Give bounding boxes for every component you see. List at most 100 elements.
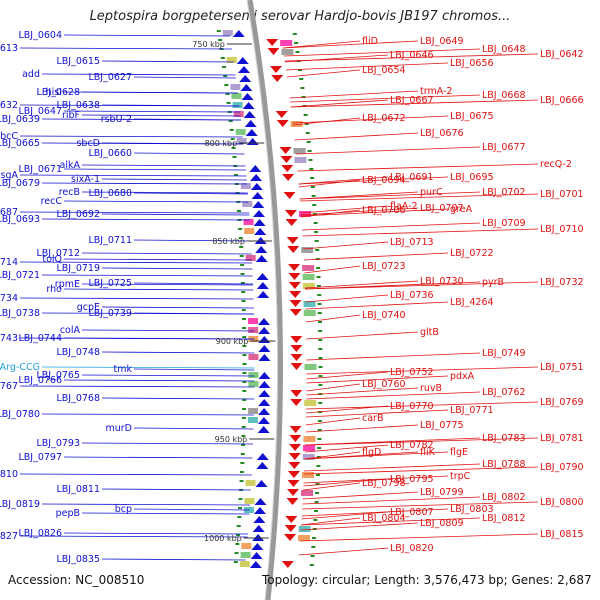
right-gene-label[interactable]: LBJ_0672 bbox=[362, 113, 406, 124]
right-gene-label[interactable]: LBJ_0691 bbox=[390, 172, 434, 183]
left-gene-label[interactable]: LBJ_0748 bbox=[56, 347, 100, 358]
right-gene-label[interactable]: LBJ_0804 bbox=[362, 513, 406, 524]
right-gene-label[interactable]: LBJ_0812 bbox=[482, 513, 526, 524]
left-gene-label[interactable]: LBJ_0627 bbox=[88, 72, 132, 83]
left-gene-label[interactable]: LBJ_0639 bbox=[0, 114, 40, 125]
left-gene-label[interactable]: LBJ_0811 bbox=[56, 484, 100, 495]
left-gene-label[interactable]: LBJ_0810 bbox=[0, 469, 18, 480]
left-gene-label[interactable]: LBJ_0693 bbox=[0, 214, 40, 225]
right-gene-label[interactable]: LBJ_0769 bbox=[540, 397, 584, 408]
left-gene-label[interactable]: LBJ_0679 bbox=[0, 178, 40, 189]
right-gene-label[interactable]: LBJ_0783 bbox=[482, 433, 526, 444]
left-gene-label[interactable]: LBJ_0613 bbox=[0, 43, 18, 54]
left-gene-label[interactable]: LBJ_0632 bbox=[0, 100, 18, 111]
right-gene-label[interactable]: trpC bbox=[450, 471, 471, 482]
left-gene-label[interactable]: LBJ_0835 bbox=[56, 554, 100, 565]
left-gene-label[interactable]: LBJ_0780 bbox=[0, 409, 40, 420]
left-gene-label[interactable]: gcpE bbox=[77, 302, 100, 313]
right-gene-label[interactable]: LBJ_0646 bbox=[390, 50, 434, 61]
left-gene-label[interactable]: LBJ_0714 bbox=[0, 257, 18, 268]
left-gene-label[interactable]: LBJ_0738 bbox=[0, 308, 40, 319]
left-gene-label[interactable]: LBJ_0743 bbox=[0, 333, 18, 344]
left-gene-label[interactable]: rho bbox=[46, 284, 62, 295]
left-gene-label[interactable]: pepB bbox=[56, 508, 80, 519]
right-gene-label[interactable]: LBJ_0807 bbox=[390, 507, 434, 518]
right-gene-label[interactable]: LBJ_0730 bbox=[420, 276, 464, 287]
left-gene-label[interactable]: LBJ_0687 bbox=[0, 207, 18, 218]
right-gene-label[interactable]: LBJ_0694 bbox=[362, 175, 406, 186]
right-gene-label[interactable]: LBJ_0798 bbox=[362, 478, 406, 489]
right-gene-label[interactable]: LBJ_0706 bbox=[362, 205, 406, 216]
right-gene-label[interactable]: LBJ_0649 bbox=[420, 36, 464, 47]
left-gene-label[interactable]: LBJ_0628 bbox=[36, 87, 80, 98]
left-gene-label[interactable]: LBJ_0739 bbox=[88, 308, 132, 319]
left-gene-label[interactable]: LBJ_0734 bbox=[0, 293, 18, 304]
left-gene-label[interactable]: LBJ_0819 bbox=[0, 499, 40, 510]
right-gene-label[interactable]: trmA-2 bbox=[420, 86, 452, 97]
right-gene-label[interactable]: LBJ_0656 bbox=[450, 58, 494, 69]
left-gene-label[interactable]: add bbox=[22, 69, 40, 80]
right-gene-label[interactable]: LBJ_0668 bbox=[482, 90, 526, 101]
right-gene-label[interactable]: flgD bbox=[362, 447, 381, 458]
left-gene-label[interactable]: LBJ_0665 bbox=[0, 138, 40, 149]
right-gene-label[interactable]: LBJ_0820 bbox=[390, 543, 434, 554]
right-gene-label[interactable]: LBJ_0740 bbox=[362, 310, 406, 321]
left-gene-label[interactable]: LBJ_0765 bbox=[36, 370, 80, 381]
right-gene-label[interactable]: ruvB bbox=[420, 383, 442, 394]
right-gene-label[interactable]: LBJ_0710 bbox=[540, 224, 584, 235]
left-gene-label[interactable]: ribF bbox=[62, 110, 80, 121]
right-gene-label[interactable]: LBJ_0751 bbox=[540, 362, 584, 373]
right-gene-label[interactable]: LBJ_0695 bbox=[450, 172, 494, 183]
right-gene-label[interactable]: LBJ_0722 bbox=[450, 248, 494, 259]
left-gene-label[interactable]: LBJ_0725 bbox=[88, 278, 132, 289]
right-gene-label[interactable]: LBJ_0760 bbox=[362, 379, 406, 390]
right-gene-label[interactable]: LBJ_0707 bbox=[420, 203, 464, 214]
right-gene-label[interactable]: LBJ_0736 bbox=[390, 290, 434, 301]
right-gene-label[interactable]: LBJ_4264 bbox=[450, 297, 494, 308]
right-gene-label[interactable]: LBJ_0648 bbox=[482, 44, 526, 55]
right-gene-label[interactable]: LBJ_0732 bbox=[540, 277, 584, 288]
left-gene-label[interactable]: LBJ_0712 bbox=[36, 248, 80, 259]
left-gene-label[interactable]: LBJ_0638 bbox=[56, 100, 100, 111]
left-gene-label[interactable]: sbcD bbox=[76, 138, 100, 149]
left-gene-label[interactable]: recB bbox=[59, 187, 80, 198]
left-gene-label[interactable]: LBJ_0660 bbox=[88, 148, 132, 159]
left-gene-label[interactable]: LBJ_0766 bbox=[18, 375, 62, 386]
right-gene-label[interactable]: LBJ_0675 bbox=[450, 111, 494, 122]
right-gene-label[interactable]: LBJ_0799 bbox=[420, 487, 464, 498]
left-gene-label[interactable]: sbcC bbox=[0, 131, 18, 142]
right-gene-label[interactable]: LBJ_0749 bbox=[482, 348, 526, 359]
left-gene-label[interactable]: LBJ_0692 bbox=[56, 209, 100, 220]
right-gene-label[interactable]: recQ-2 bbox=[540, 159, 572, 170]
right-gene-label[interactable]: LBJ_0788 bbox=[482, 459, 526, 470]
right-gene-label[interactable]: LBJ_0790 bbox=[540, 462, 584, 473]
right-gene-label[interactable]: LBJ_0709 bbox=[482, 218, 526, 229]
right-gene-label[interactable]: LBJ_0677 bbox=[482, 142, 526, 153]
left-gene-label[interactable]: LBJ_0767 bbox=[0, 381, 18, 392]
left-gene-label[interactable]: colA bbox=[60, 325, 81, 336]
right-gene-label[interactable]: LBJ_0667 bbox=[390, 95, 434, 106]
right-gene-label[interactable]: LBJ_0701 bbox=[540, 189, 584, 200]
left-gene-label[interactable]: LBJ_0768 bbox=[56, 393, 100, 404]
left-gene-label[interactable]: rpmE bbox=[55, 279, 80, 290]
right-gene-label[interactable]: greA bbox=[450, 204, 473, 215]
right-gene-label[interactable]: LBJ_0809 bbox=[420, 518, 464, 529]
right-gene-label[interactable]: LBJ_0782 bbox=[390, 440, 434, 451]
right-gene-label[interactable]: LBJ_0723 bbox=[362, 261, 406, 272]
right-gene-label[interactable]: LBJ_0775 bbox=[420, 420, 464, 431]
right-gene-label[interactable]: fliD bbox=[362, 36, 378, 47]
left-gene-label[interactable]: LBJ_0797 bbox=[18, 452, 62, 463]
right-gene-label[interactable]: LBJ_0802 bbox=[482, 492, 526, 503]
left-gene-label[interactable]: hisI bbox=[46, 87, 62, 98]
left-gene-label[interactable]: rsbU-2 bbox=[101, 114, 132, 125]
left-gene-label[interactable]: recC bbox=[41, 196, 63, 207]
right-gene-label[interactable]: LBJ_0800 bbox=[540, 497, 584, 508]
right-gene-label[interactable]: flgE bbox=[450, 447, 468, 458]
left-gene-label[interactable]: LBJ_0647 bbox=[18, 106, 62, 117]
left-gene-label[interactable]: tRNA-Arg-CCG bbox=[0, 362, 40, 373]
right-gene-label[interactable]: LBJ_0771 bbox=[450, 405, 494, 416]
left-gene-label[interactable]: LBJ_0604 bbox=[18, 30, 62, 41]
left-gene-label[interactable]: sixA-1 bbox=[71, 174, 100, 185]
right-gene-label[interactable]: LBJ_0654 bbox=[362, 65, 406, 76]
right-gene-label[interactable]: pyrB bbox=[482, 277, 504, 288]
